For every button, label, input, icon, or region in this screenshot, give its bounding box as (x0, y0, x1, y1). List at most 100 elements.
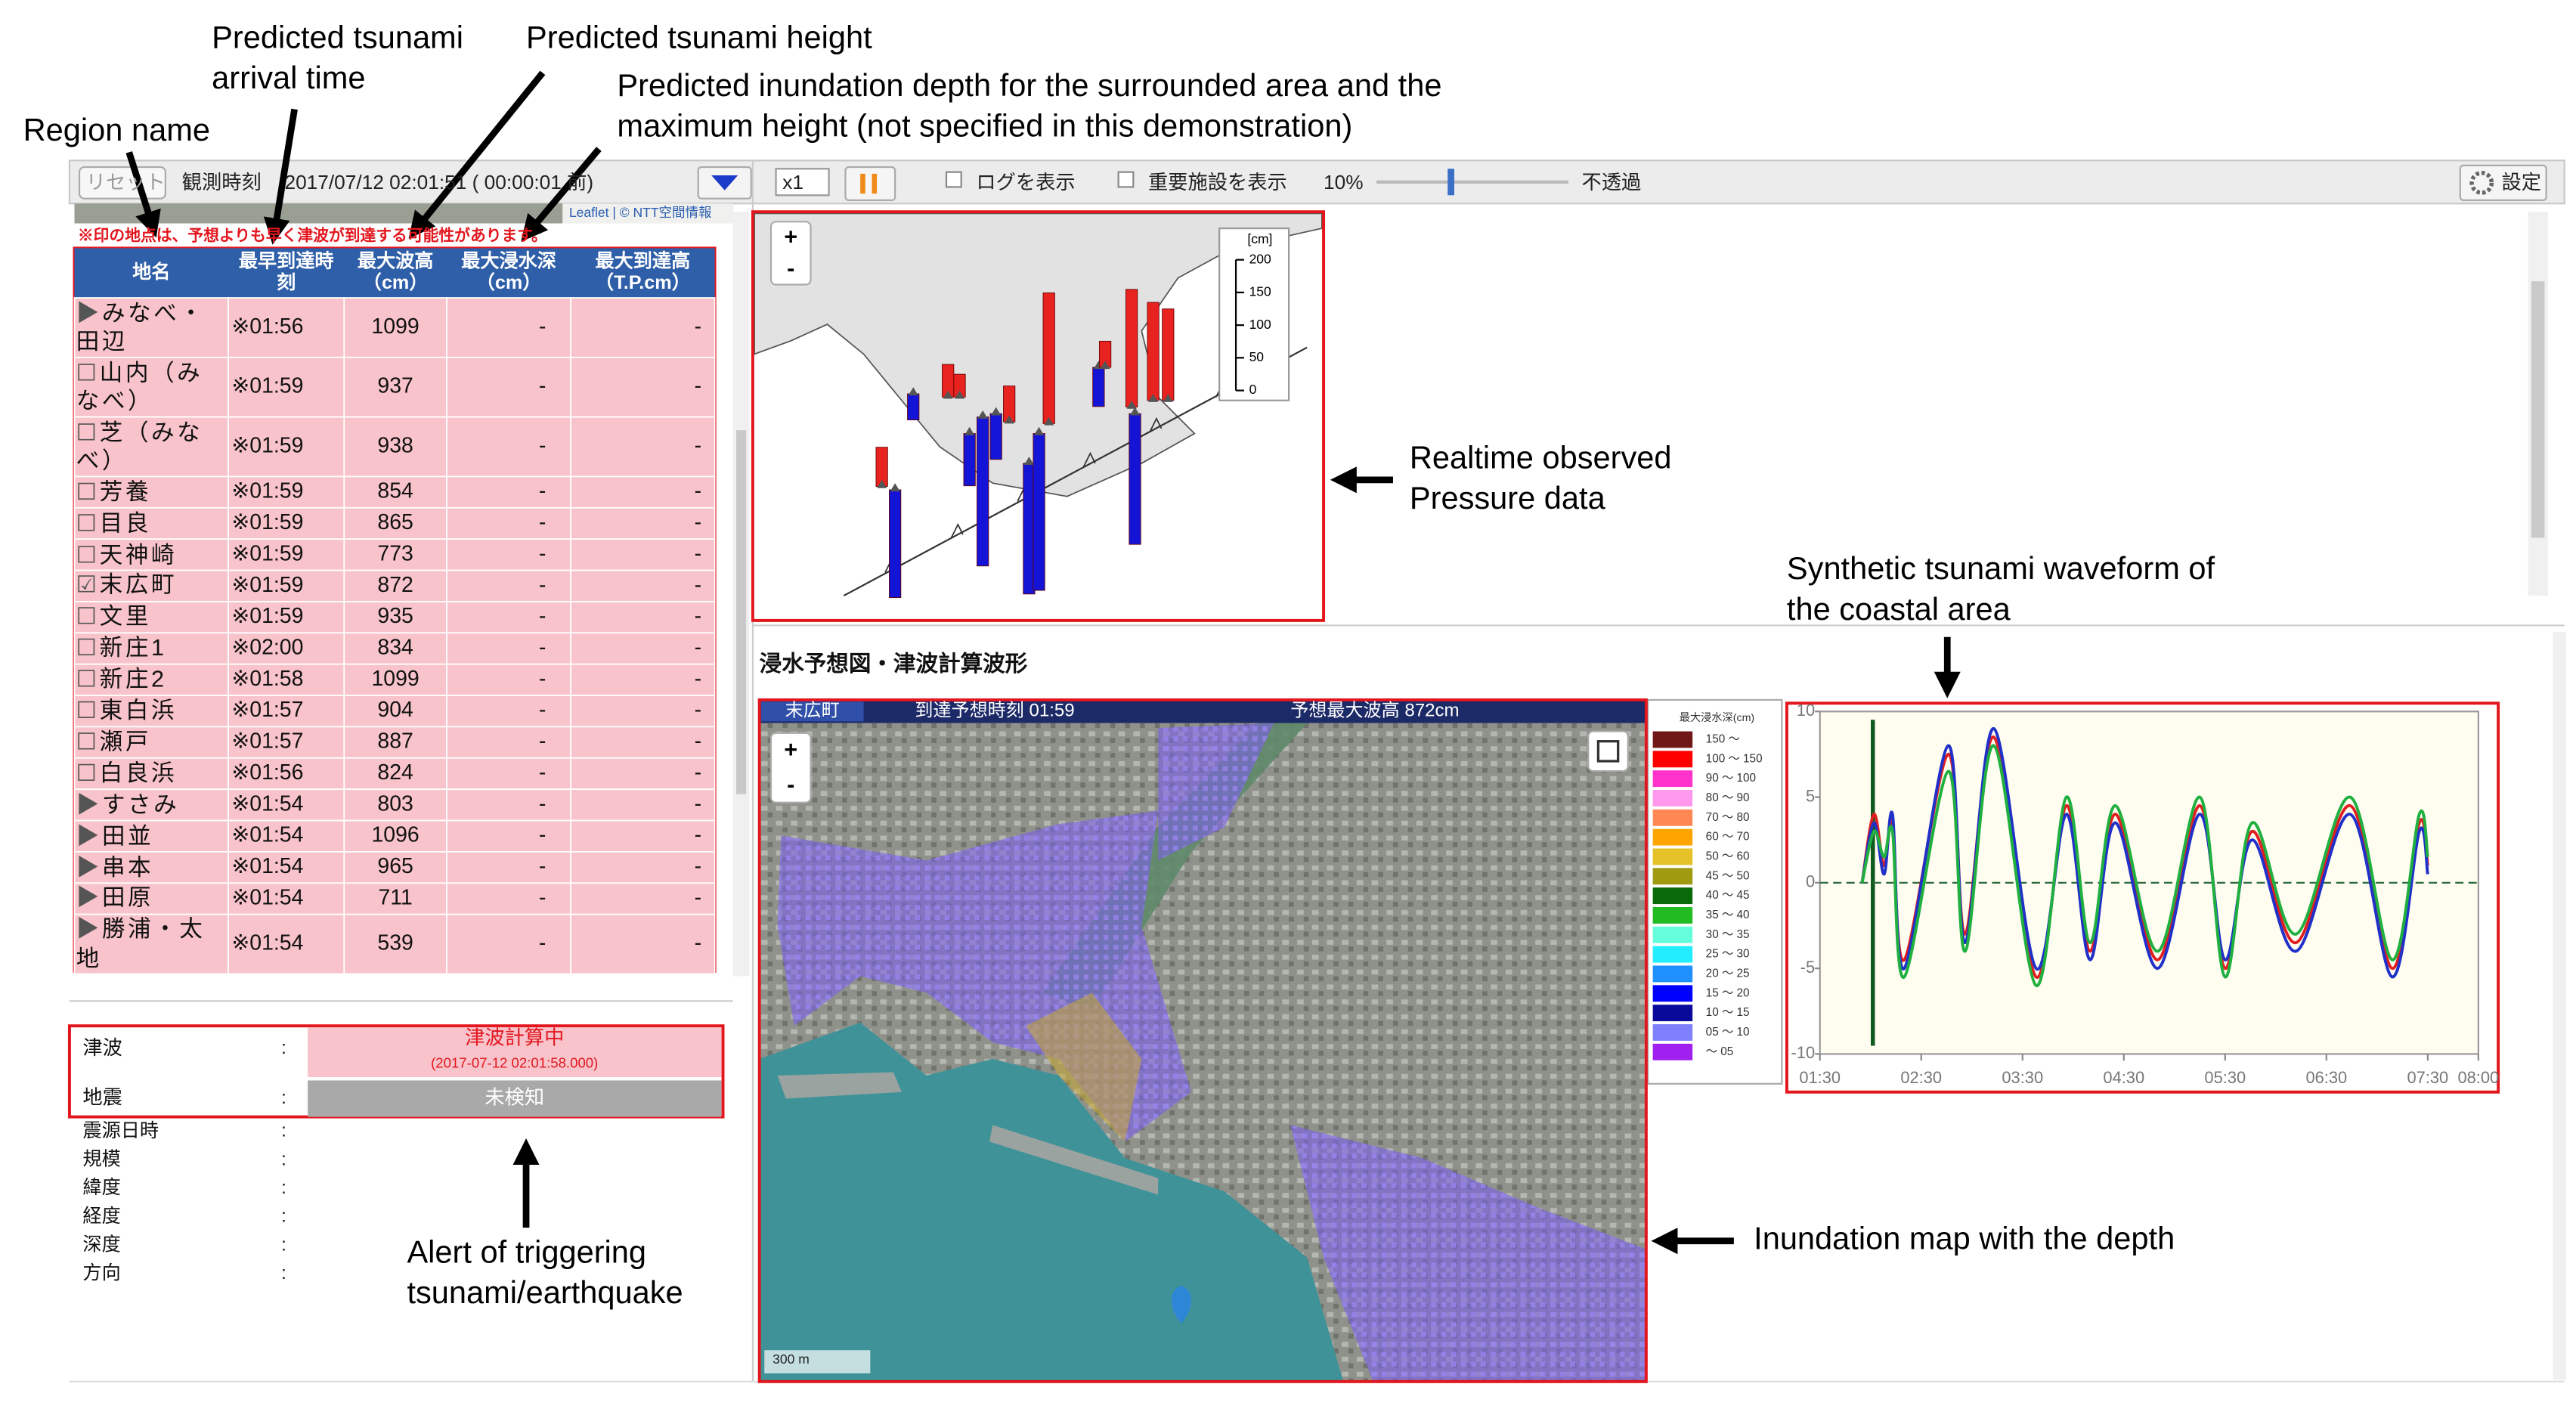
row-marker[interactable]: ☐ (76, 477, 100, 504)
quake-field: 規模 (82, 1149, 120, 1170)
row-marker[interactable]: ▶ (76, 790, 102, 817)
table-cell (446, 726, 572, 759)
zoom-out: - (787, 255, 794, 281)
toolbar-log: ログを表示 (976, 171, 1075, 194)
region-name-text: 新庄2 (99, 665, 167, 692)
column-header: 刻 (277, 271, 296, 293)
row-marker[interactable]: ☐ (76, 540, 100, 567)
row-marker[interactable]: ☐ (76, 602, 100, 630)
checkbox[interactable] (1117, 171, 1135, 188)
legend-swatch (1652, 946, 1693, 963)
quake-field: 方向 (82, 1262, 120, 1283)
alert-label: 地震 (82, 1085, 122, 1108)
table-cell (343, 297, 447, 358)
row-marker[interactable]: ▶ (76, 822, 102, 849)
zoom-control[interactable] (769, 732, 812, 803)
annotation: tsunami/earthquake (407, 1274, 683, 1310)
legend-swatch (1652, 848, 1693, 865)
column-header: （cm） (476, 271, 542, 293)
max-height: - (695, 729, 701, 754)
speed-select[interactable] (775, 168, 830, 197)
table-cell (570, 913, 716, 975)
region-name-cell: ☐芝（みなべ） (76, 417, 203, 474)
region-name: ▶勝浦・太地 (76, 915, 225, 974)
region-name-text: 瀬戸 (99, 727, 151, 754)
legend-label: 50 ～ 60 (1706, 850, 1750, 863)
table-cell (570, 475, 716, 509)
region-name-cell: ▶串本 (76, 853, 154, 880)
max-height: - (695, 434, 701, 458)
row-marker[interactable]: ☐ (76, 417, 100, 444)
region-name-cell: ☐目良 (76, 509, 149, 536)
wave-height: 1096 (371, 823, 419, 847)
max-height: - (695, 636, 701, 660)
table-cell (446, 297, 572, 358)
row-marker[interactable]: ▶ (76, 853, 102, 880)
inundation-area (1026, 992, 1142, 1142)
legend-swatch (1652, 926, 1693, 943)
location-name: 末広町 (785, 701, 840, 721)
row-marker[interactable]: ☐ (76, 358, 100, 385)
arrival-time: ※01:57 (231, 729, 303, 754)
checkbox[interactable] (945, 171, 962, 188)
table-cell (570, 695, 716, 728)
table-cell (228, 726, 345, 759)
y-tick-label: 5 (1806, 786, 1815, 805)
row-marker[interactable]: ☑ (76, 571, 100, 599)
region-name-text: 白良浜 (99, 759, 178, 786)
row-marker[interactable]: ☐ (76, 633, 100, 661)
legend-label: 20 ～ 25 (1706, 968, 1750, 980)
legend-swatch (1652, 828, 1693, 846)
quake-field: 震源日時 (82, 1120, 159, 1141)
alert-status: 津波計算中 (465, 1026, 564, 1049)
row-marker[interactable]: ▶ (76, 915, 102, 942)
pressure-bar (1042, 293, 1055, 424)
max-wave-height: 予想最大波高 872cm (1290, 701, 1459, 721)
pressure-bar (963, 433, 976, 487)
row-marker[interactable]: ▶ (76, 884, 102, 911)
table-cell (570, 416, 716, 478)
region-name-text: 芝（みなべ） (76, 417, 203, 474)
station-marker (943, 390, 953, 399)
legend-swatch (1652, 770, 1693, 788)
fullscreen-button[interactable] (1587, 730, 1629, 772)
pressure-bar (907, 393, 920, 421)
row-marker[interactable]: ☐ (76, 759, 100, 786)
table-cell (228, 913, 345, 975)
table-cell (446, 851, 572, 884)
separator: : (281, 1038, 286, 1058)
table-cell (570, 819, 716, 853)
table-cell (570, 538, 716, 571)
region-name-cell: ▶田原 (76, 884, 151, 911)
x-tick-label: 06:30 (2305, 1068, 2347, 1087)
location-pin (1171, 1285, 1191, 1324)
legend-label: 10 ～ 15 (1706, 1006, 1750, 1019)
table-cell (570, 506, 716, 540)
station-marker (890, 483, 900, 492)
region-name: ☐文里 (76, 602, 225, 631)
row-marker[interactable]: ☐ (76, 696, 100, 723)
row-marker[interactable]: ☐ (76, 665, 100, 692)
slider-handle[interactable] (1447, 169, 1454, 196)
legend-label: 100 ～ 150 (1706, 752, 1763, 765)
inundation-depth: - (539, 823, 546, 847)
table-cell (570, 601, 716, 634)
fullscreen-icon (1596, 740, 1620, 763)
region-name-text: 串本 (101, 853, 154, 880)
region-name: ☐瀬戸 (76, 728, 225, 757)
table-cell (570, 663, 716, 696)
separator: : (281, 1234, 286, 1255)
column-header: （T.P.cm） (595, 271, 691, 293)
row-marker[interactable]: ▶ (76, 299, 102, 326)
table-cell (228, 695, 345, 728)
row-marker[interactable]: ☐ (76, 727, 100, 754)
region-name-cell: ☐東白浜 (76, 696, 175, 723)
max-height: - (695, 854, 701, 878)
zoom-control[interactable] (769, 221, 812, 286)
pressure-bar (977, 416, 989, 567)
legend-tick-label: 0 (1249, 382, 1257, 397)
row-marker[interactable]: ☐ (76, 509, 100, 536)
legend-label: ～ 05 (1706, 1045, 1734, 1058)
pause-button[interactable] (844, 166, 896, 201)
arrival-time: ※01:54 (231, 791, 303, 816)
